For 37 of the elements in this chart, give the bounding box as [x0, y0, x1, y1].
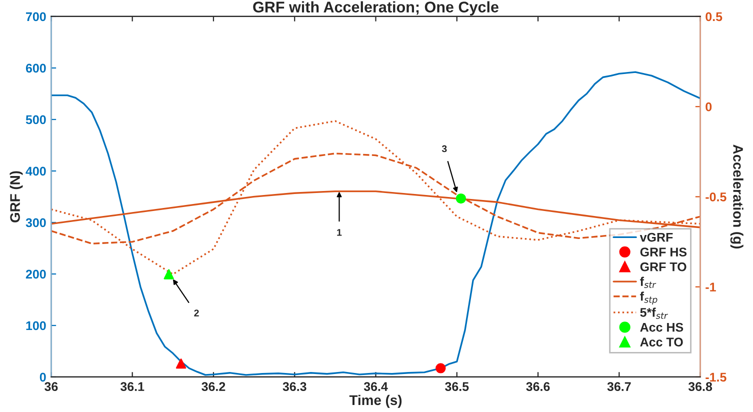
x-tick-label: 36.8	[688, 382, 712, 392]
chart-title: GRF with Acceleration; One Cycle	[253, 1, 498, 16]
y-tick-label: 400	[26, 166, 46, 176]
x-tick-label: 36.3	[282, 382, 306, 392]
y-tick-label: 200	[26, 270, 46, 279]
y2-tick-label: -0.5	[706, 192, 726, 202]
x-tick-label: 36.5	[445, 382, 469, 392]
legend-label: vGRF	[640, 232, 673, 242]
legend-label: f$_{str}$	[640, 276, 656, 288]
x-axis-title: Time (s)	[349, 394, 402, 408]
y2-axis-title: Acceleration (g)	[730, 144, 744, 249]
annotation: 3	[442, 145, 447, 152]
x-tick-label: 36.2	[202, 382, 226, 392]
y2-tick-label: 0	[706, 102, 712, 112]
legend-label: GRF TO	[640, 262, 686, 272]
y2-tick-label: 0.5	[706, 12, 722, 22]
x-tick-label: 36.6	[526, 382, 550, 392]
y-tick-label: 600	[26, 64, 46, 73]
legend-label: f$_{stp}$	[640, 292, 658, 305]
x-tick-label: 36.1	[120, 382, 144, 392]
x-tick-label: 36.7	[607, 382, 631, 392]
legend-label: Acc HS	[640, 322, 684, 332]
y-tick-label: 500	[26, 115, 46, 124]
annotation: 1	[337, 229, 342, 236]
x-tick-label: 36	[44, 382, 58, 392]
y-tick-label: 0	[40, 372, 46, 382]
y-axis-title: GRF (N)	[10, 171, 23, 222]
legend-label: GRF HS	[640, 248, 687, 256]
legend-label: Acc TO	[640, 338, 683, 346]
y2-tick-label: -1	[706, 282, 716, 292]
y2-tick-label: -1.5	[706, 372, 726, 382]
legend-label: 5*f$_{str}$	[640, 308, 668, 319]
y-tick-label: 700	[26, 12, 46, 22]
x-tick-label: 36.4	[364, 382, 388, 392]
annotation: 2	[194, 310, 199, 316]
y-tick-label: 100	[26, 321, 46, 330]
y-tick-label: 300	[26, 218, 46, 228]
